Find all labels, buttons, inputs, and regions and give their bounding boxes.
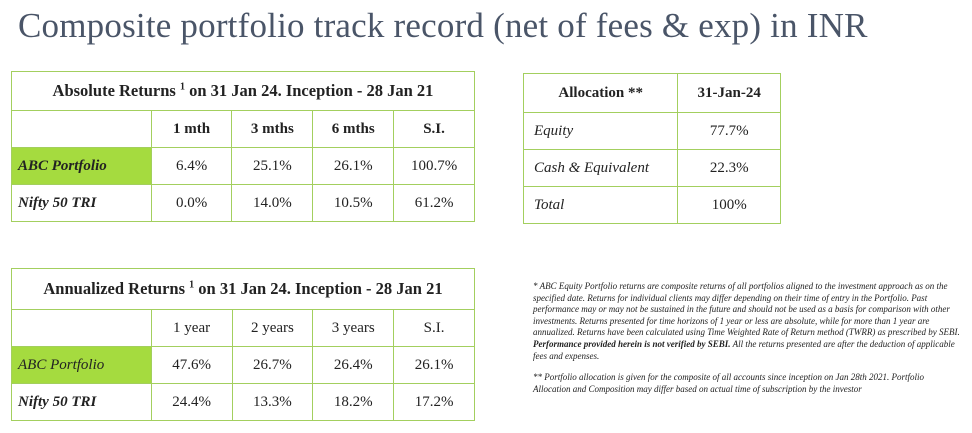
- footnotes: * ABC Equity Portfolio returns are compo…: [533, 281, 963, 405]
- footnote-returns: * ABC Equity Portfolio returns are compo…: [533, 281, 960, 361]
- allocation-header: Allocation **: [522, 73, 679, 113]
- allocation-label-cash: Cash & Equivalent: [522, 149, 679, 187]
- header-3mths: 3 mths: [231, 110, 314, 148]
- value-cell: 26.4%: [312, 346, 395, 384]
- value-cell: 47.6%: [150, 346, 233, 384]
- annualized-returns-table: Annualized Returns 1 on 31 Jan 24. Incep…: [11, 268, 475, 421]
- value-cell: 0.0%: [150, 184, 233, 222]
- table-row: Nifty 50 TRI 0.0% 14.0% 10.5% 61.2%: [11, 184, 475, 222]
- value-cell: 61.2%: [393, 184, 475, 222]
- value-cell: 14.0%: [231, 184, 314, 222]
- page-title: Composite portfolio track record (net of…: [18, 6, 868, 45]
- table-row: ABC Portfolio 47.6% 26.7% 26.4% 26.1%: [11, 346, 475, 384]
- header-si: S.I.: [393, 309, 475, 347]
- value-cell: 13.3%: [231, 383, 314, 421]
- allocation-label-equity: Equity: [522, 112, 679, 150]
- value-cell: 25.1%: [231, 147, 314, 185]
- value-cell: 26.7%: [231, 346, 314, 384]
- header-1mth: 1 mth: [150, 110, 233, 148]
- annualized-returns-caption: Annualized Returns 1 on 31 Jan 24. Incep…: [11, 268, 475, 310]
- absolute-returns-caption: Absolute Returns 1 on 31 Jan 24. Incepti…: [11, 71, 475, 111]
- allocation-value: 22.3%: [677, 149, 781, 187]
- header-1year: 1 year: [150, 309, 233, 347]
- allocation-value: 100%: [677, 186, 781, 224]
- table-row: Total 100%: [522, 186, 781, 224]
- row-label-abc-portfolio: ABC Portfolio: [11, 346, 152, 384]
- header-2years: 2 years: [231, 309, 314, 347]
- allocation-table: Allocation ** 31-Jan-24 Equity 77.7% Cas…: [522, 73, 781, 224]
- table-row: Cash & Equivalent 22.3%: [522, 149, 781, 187]
- empty-header-cell: [11, 110, 152, 148]
- absolute-returns-table: Absolute Returns 1 on 31 Jan 24. Incepti…: [11, 71, 475, 222]
- row-label-abc-portfolio: ABC Portfolio: [11, 147, 152, 185]
- row-label-nifty-50-tri: Nifty 50 TRI: [11, 383, 152, 421]
- footnote-allocation: ** Portfolio allocation is given for the…: [533, 372, 924, 394]
- value-cell: 6.4%: [150, 147, 233, 185]
- value-cell: 26.1%: [393, 346, 475, 384]
- value-cell: 100.7%: [393, 147, 475, 185]
- value-cell: 18.2%: [312, 383, 395, 421]
- header-3years: 3 years: [312, 309, 395, 347]
- value-cell: 10.5%: [312, 184, 395, 222]
- value-cell: 26.1%: [312, 147, 395, 185]
- allocation-value: 77.7%: [677, 112, 781, 150]
- table-row: ABC Portfolio 6.4% 25.1% 26.1% 100.7%: [11, 147, 475, 185]
- allocation-date-header: 31-Jan-24: [677, 73, 781, 113]
- empty-header-cell: [11, 309, 152, 347]
- row-label-nifty-50-tri: Nifty 50 TRI: [11, 184, 152, 222]
- header-6mths: 6 mths: [312, 110, 395, 148]
- value-cell: 24.4%: [150, 383, 233, 421]
- value-cell: 17.2%: [393, 383, 475, 421]
- header-si: S.I.: [393, 110, 475, 148]
- table-row: Nifty 50 TRI 24.4% 13.3% 18.2% 17.2%: [11, 383, 475, 421]
- allocation-label-total: Total: [522, 186, 679, 224]
- table-row: Equity 77.7%: [522, 112, 781, 150]
